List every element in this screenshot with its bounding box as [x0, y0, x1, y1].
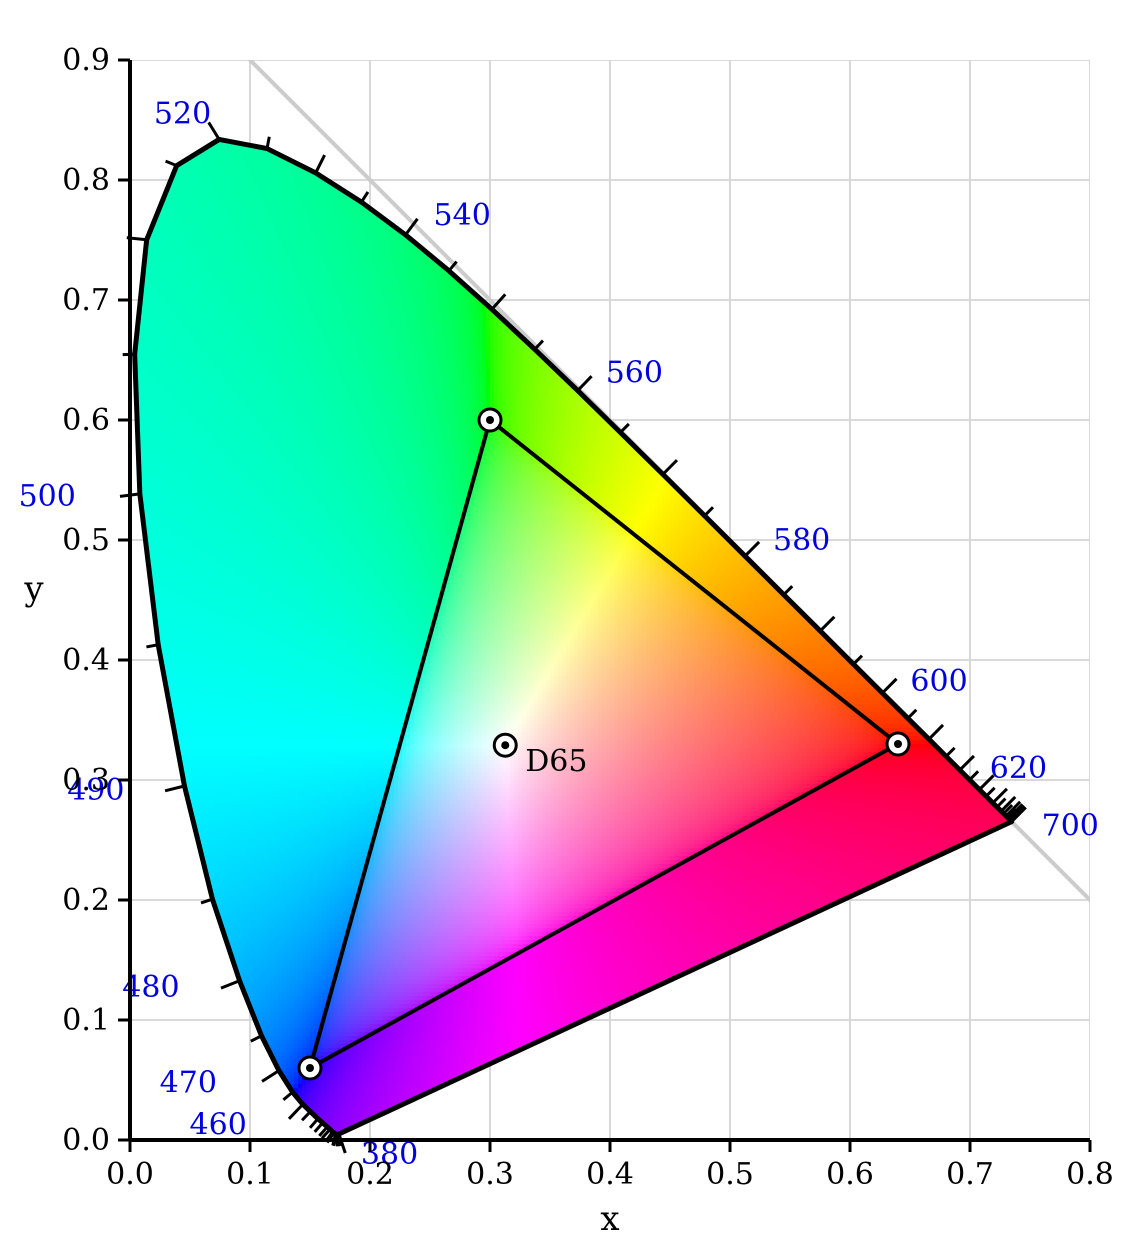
x-tick-label: 0.4 — [586, 1157, 634, 1192]
y-tick-label: 0.4 — [62, 643, 110, 678]
y-tick-label: 0.9 — [62, 43, 110, 78]
x-tick-label: 0.2 — [346, 1157, 394, 1192]
wavelength-label-600: 600 — [910, 664, 967, 699]
x-tick-label: 0.8 — [1066, 1157, 1114, 1192]
wavelength-label-520: 520 — [154, 96, 211, 131]
whitepoint-label: D65 — [525, 744, 587, 779]
x-tick-label: 0.3 — [466, 1157, 514, 1192]
y-axis-label: y — [23, 569, 44, 609]
y-tick-label: 0.6 — [62, 403, 110, 438]
y-tick-label: 0.7 — [62, 283, 110, 318]
x-axis-label: x — [600, 1199, 619, 1239]
wavelength-label-460: 460 — [190, 1107, 247, 1142]
gamut-vertex-R — [887, 733, 909, 755]
whitepoint-marker — [494, 734, 516, 756]
x-tick-label: 0.0 — [106, 1157, 154, 1192]
y-tick-label: 0.3 — [62, 763, 110, 798]
wavelength-label-540: 540 — [434, 198, 491, 233]
x-tick-label: 0.5 — [706, 1157, 754, 1192]
y-tick-label: 0.5 — [62, 523, 110, 558]
x-tick-label: 0.6 — [826, 1157, 874, 1192]
y-tick-label: 0.0 — [62, 1123, 110, 1158]
wavelength-label-500: 500 — [19, 479, 76, 514]
wavelength-label-620: 620 — [990, 751, 1047, 786]
wavelength-label-700: 700 — [1042, 809, 1099, 844]
x-tick-label: 0.1 — [226, 1157, 274, 1192]
wavelength-label-580: 580 — [773, 523, 830, 558]
y-tick-label: 0.2 — [62, 883, 110, 918]
wavelength-label-470: 470 — [160, 1066, 217, 1101]
y-tick-label: 0.1 — [62, 1003, 110, 1038]
gamut-vertex-G — [479, 409, 501, 431]
wavelength-label-560: 560 — [606, 356, 663, 391]
gamut-vertex-B — [299, 1057, 321, 1079]
x-tick-label: 0.7 — [946, 1157, 994, 1192]
y-tick-label: 0.8 — [62, 163, 110, 198]
